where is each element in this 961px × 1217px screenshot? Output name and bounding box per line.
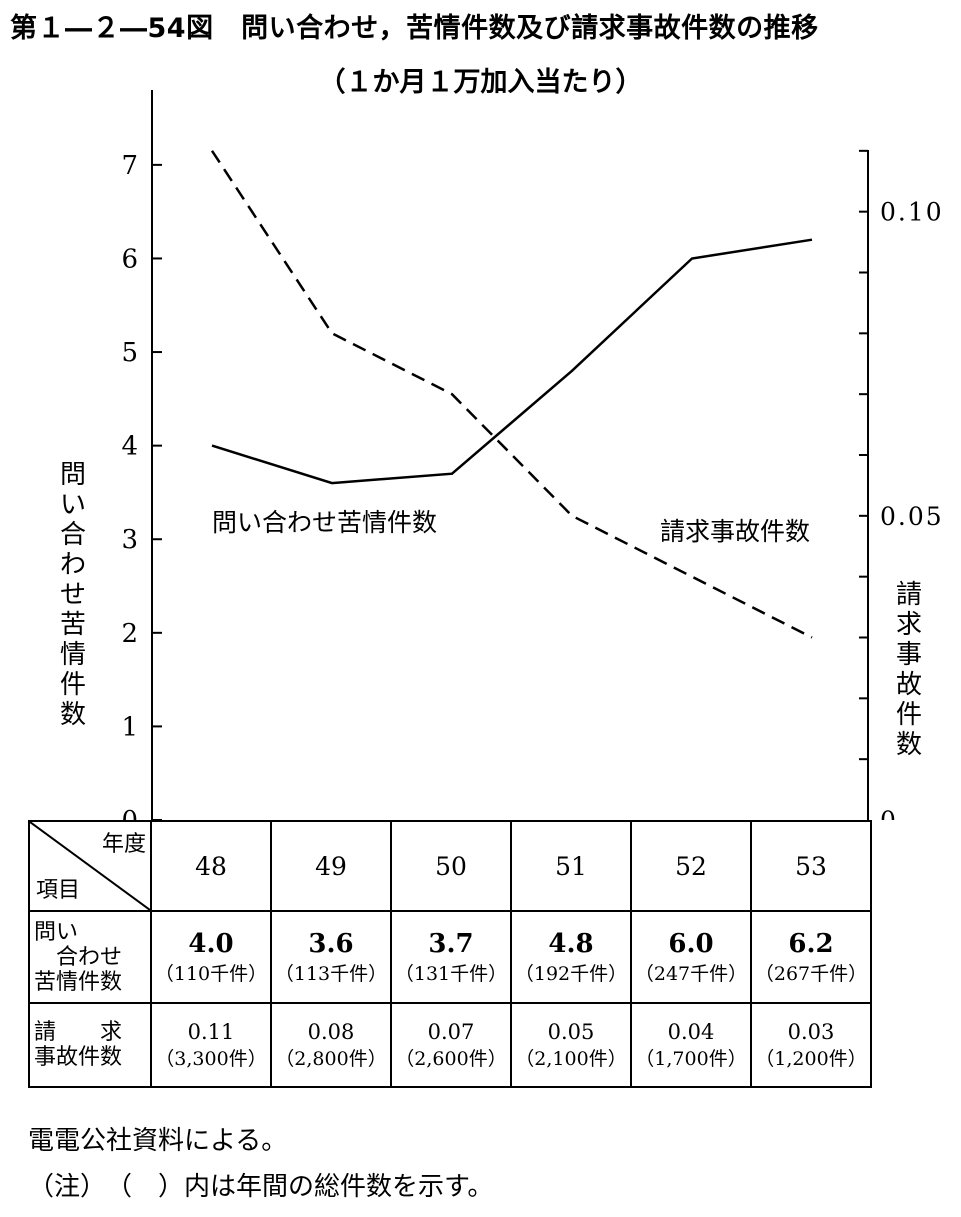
year-cell: 51	[510, 820, 632, 912]
row-label-inquiries: 問い 合わせ 苦情件数	[28, 910, 152, 1004]
year-cell: 49	[270, 820, 392, 912]
left-tick-label: 6	[121, 244, 138, 274]
table-cell: 4.0 （110千件）	[150, 910, 272, 1004]
axis-label-char: 数	[895, 730, 922, 760]
table-cell: 0.05 （2,100件）	[510, 1002, 632, 1088]
table-row-billing: 請 求 事故件数 0.11 （3,300件） 0.08 （2,800件） 0.07 （…	[28, 1002, 872, 1088]
table-cell: 3.6 （113千件）	[270, 910, 392, 1004]
left-tick-label: 2	[121, 619, 138, 649]
axis-label-char: 苦	[59, 610, 86, 640]
series-label-billing: 請求事故件数	[660, 517, 810, 546]
series-line-inquiries	[211, 238, 813, 485]
right-tick-label: 0.10	[880, 198, 944, 227]
left-tick-label: 3	[121, 525, 138, 555]
table-cell: 6.0 （247千件）	[630, 910, 752, 1004]
axis-label-char: せ	[59, 580, 86, 610]
axis-label-char: 求	[895, 610, 922, 640]
axis-label-char: わ	[59, 550, 86, 580]
left-tick-label: 0	[121, 806, 138, 820]
table-cell: 4.8 （192千件）	[510, 910, 632, 1004]
right-axis-label: 請求事故件数	[894, 580, 924, 760]
left-tick-label: 1	[121, 712, 138, 742]
axis-label-char: 問	[59, 460, 86, 490]
table-cell: 0.08 （2,800件）	[270, 1002, 392, 1088]
year-cell: 50	[390, 820, 512, 912]
year-cell: 52	[630, 820, 752, 912]
table-cell: 0.11 （3,300件）	[150, 1002, 272, 1088]
data-table: 年度 項目 48 49 50 51 52 53 問い 合わせ 苦情件数 4.0 （…	[28, 820, 872, 1088]
series-line-billing	[210, 150, 813, 639]
row-label-billing: 請 求 事故件数	[28, 1002, 152, 1088]
left-tick-label: 7	[121, 151, 138, 181]
year-cell: 48	[150, 820, 272, 912]
axis-label-char: 請	[895, 580, 922, 610]
corner-year-label: 年度	[101, 832, 146, 857]
axis-label-char: 事	[895, 640, 922, 670]
table-header-row: 年度 項目 48 49 50 51 52 53	[28, 820, 872, 912]
left-tick-label: 4	[121, 432, 138, 462]
right-tick-label: 0	[880, 806, 898, 820]
table-row-inquiries: 問い 合わせ 苦情件数 4.0 （110千件） 3.6 （113千件） 3.7 （13…	[28, 910, 872, 1004]
axis-label-char: 件	[59, 670, 86, 700]
table-cell: 0.03 （1,200件）	[750, 1002, 872, 1088]
axis-label-char: い	[59, 490, 86, 520]
chart-subtitle: （１か月１万加入当たり）	[318, 67, 643, 98]
chart-title: 第１―２―54図 問い合わせ，苦情件数及び請求事故件数の推移	[10, 13, 819, 44]
axis-label-char: 数	[59, 700, 86, 730]
table-cell: 3.7 （131千件）	[390, 910, 512, 1004]
axis-label-char: 件	[895, 700, 922, 730]
year-cell: 53	[750, 820, 872, 912]
axis-label-char: 情	[59, 640, 86, 670]
series-label-inquiries: 問い合わせ苦情件数	[212, 508, 437, 537]
footnote: （注） （ ）内は年間の総件数を示す。	[28, 1172, 494, 1202]
right-tick-label: 0.05	[880, 502, 944, 531]
axis-label-char: 故	[895, 670, 922, 700]
left-tick-label: 5	[121, 338, 138, 368]
table-corner-cell: 年度 項目	[28, 820, 152, 912]
corner-item-label: 項目	[36, 878, 81, 903]
table-cell: 6.2 （267千件）	[750, 910, 872, 1004]
axis-label-char: 合	[59, 520, 86, 550]
source-note: 電電公社資料による。	[28, 1126, 288, 1156]
left-axis-label: 問い合わせ苦情件数	[58, 460, 88, 730]
table-cell: 0.04 （1,700件）	[630, 1002, 752, 1088]
table-cell: 0.07 （2,600件）	[390, 1002, 512, 1088]
